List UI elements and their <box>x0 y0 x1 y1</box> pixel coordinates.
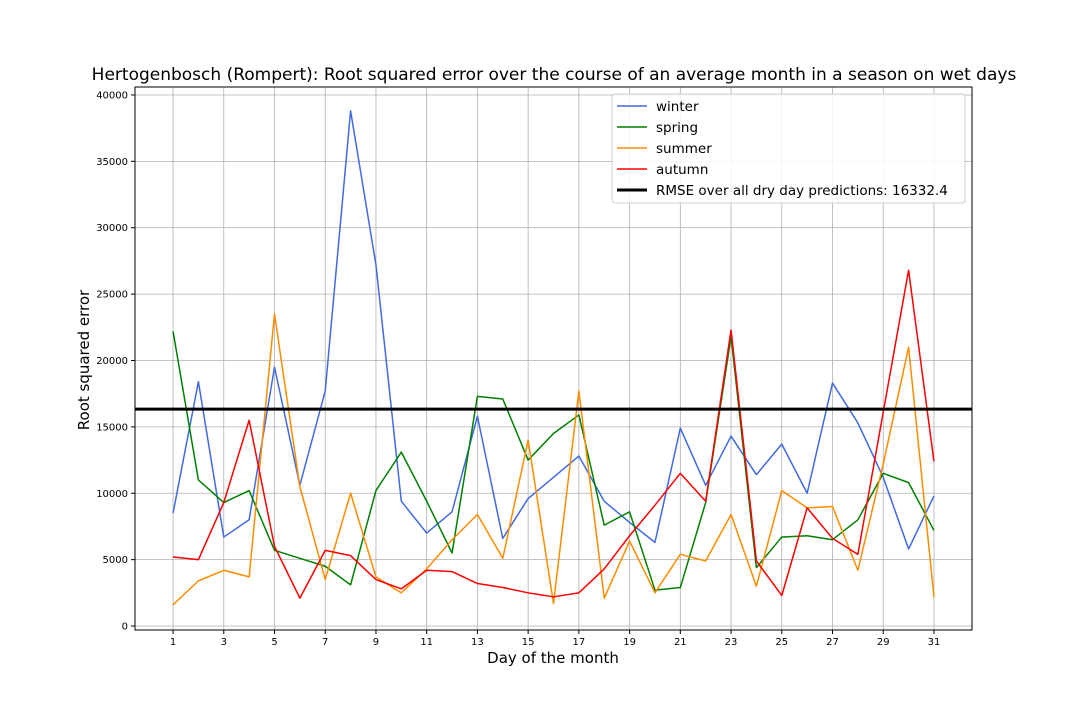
x-tick-label: 17 <box>572 637 585 648</box>
x-tick-label: 1 <box>170 637 176 648</box>
x-tick-label: 25 <box>775 637 788 648</box>
y-tick-label: 5000 <box>103 555 128 566</box>
x-tick-label: 23 <box>725 637 738 648</box>
legend-label: RMSE over all dry day predictions: 16332… <box>656 183 948 199</box>
y-tick-label: 35000 <box>96 157 128 168</box>
axis-ticks: 1 3 5 7 9 11 13 15 17 19 21 23 25 27 29 310500010000150… <box>96 90 940 648</box>
chart-title: Hertogenbosch (Rompert): Root squared er… <box>92 65 1017 85</box>
legend-entry-winter: winter <box>617 99 699 115</box>
legend-entry-autumn: autumn <box>617 162 708 178</box>
y-tick-label: 10000 <box>96 489 128 500</box>
y-tick-label: 20000 <box>96 356 128 367</box>
x-tick-label: 27 <box>826 637 839 648</box>
y-tick-label: 30000 <box>96 223 128 234</box>
x-tick-label: 21 <box>674 637 687 648</box>
y-tick-label: 25000 <box>96 290 128 301</box>
legend-label: winter <box>656 99 699 115</box>
plot-data <box>135 110 972 606</box>
legend-entry-spring: spring <box>617 120 698 136</box>
series-line-spring <box>172 331 935 591</box>
x-tick-label: 19 <box>623 637 636 648</box>
x-tick-label: 3 <box>221 637 227 648</box>
x-tick-label: 15 <box>522 637 535 648</box>
series-line-autumn <box>172 269 935 599</box>
x-tick-label: 9 <box>373 637 379 648</box>
legend-entry-summer: summer <box>617 141 712 157</box>
plot-frame <box>134 86 973 631</box>
x-tick-label: 5 <box>271 637 277 648</box>
legend-label: spring <box>656 120 698 136</box>
x-tick-label: 31 <box>928 637 941 648</box>
y-axis-label: Root squared error <box>75 289 93 430</box>
y-tick-label: 40000 <box>96 90 128 101</box>
y-tick-label: 0 <box>122 622 128 633</box>
legend-box <box>611 93 966 204</box>
legend-label: autumn <box>656 162 708 178</box>
legend-entry-rmse: RMSE over all dry day predictions: 16332… <box>617 183 948 199</box>
legend-label: summer <box>656 141 712 157</box>
series-line-summer <box>172 313 935 606</box>
legend: winter spring summer autumn RMSE over all dr… <box>611 93 966 204</box>
x-tick-label: 13 <box>471 637 484 648</box>
x-tick-label: 11 <box>420 637 433 648</box>
x-tick-label: 7 <box>322 637 328 648</box>
y-tick-label: 15000 <box>96 422 128 433</box>
x-axis-label: Day of the month <box>487 649 619 667</box>
x-tick-label: 29 <box>877 637 890 648</box>
